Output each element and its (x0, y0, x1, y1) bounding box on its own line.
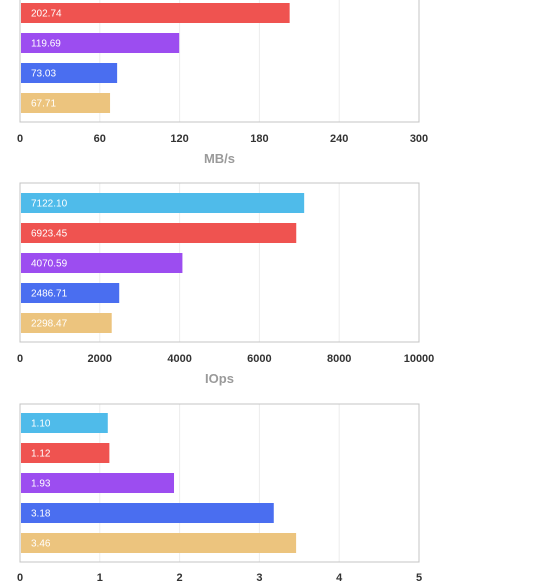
bar-value-label: 7122.10 (31, 199, 68, 210)
bar (21, 33, 180, 53)
x-axis-label: MB/s (204, 151, 235, 166)
bar-value-label: 202.74 (31, 9, 62, 20)
x-tick-label: 240 (330, 133, 348, 145)
bar (21, 413, 108, 433)
bar (21, 93, 111, 113)
x-tick-label: 300 (410, 133, 428, 145)
x-tick-label: 0 (17, 133, 23, 145)
bar (21, 63, 118, 83)
chart-3: 1.10 1.12 1.93 3.18 3.46 0 1 2 3 4 5 (17, 403, 422, 584)
bar (21, 223, 297, 243)
x-tick-label: 10000 (404, 353, 435, 365)
bar-value-label: 1.12 (31, 449, 51, 460)
bar-value-label: 1.93 (31, 479, 51, 490)
x-tick-label: 180 (250, 133, 268, 145)
plot-frame (19, 403, 420, 563)
x-tick-label: 5 (416, 572, 422, 584)
bar (21, 313, 112, 333)
x-tick-label: 0 (17, 353, 23, 365)
bar-value-label: 3.46 (31, 539, 51, 550)
chart-2: 7122.10 6923.45 4070.59 2486.71 2298.47 0 2000… (17, 182, 435, 386)
bar (21, 3, 290, 23)
plot-frame (19, 182, 420, 343)
x-tick-label: 60 (94, 133, 106, 145)
chart-1: 202.74 119.69 73.03 67.71 0 60 120 180 240 300 MB/… (17, 0, 428, 166)
bar (21, 443, 110, 463)
x-tick-label: 4000 (167, 353, 191, 365)
bar-value-label: 2298.47 (31, 319, 68, 330)
x-tick-label: 4 (336, 572, 343, 584)
bar-value-label: 6923.45 (31, 229, 68, 240)
x-tick-label: 6000 (247, 353, 271, 365)
bar (21, 283, 120, 303)
x-tick-label: 3 (256, 572, 262, 584)
bar-value-label: 1.10 (31, 419, 51, 430)
bar (21, 193, 305, 213)
bar (21, 473, 175, 493)
x-axis-label: IOps (205, 371, 234, 386)
bar-value-label: 67.71 (31, 99, 56, 110)
x-tick-label: 0 (17, 572, 23, 584)
plot-frame (19, 0, 420, 123)
x-tick-label: 120 (170, 133, 188, 145)
bar-value-label: 2486.71 (31, 289, 68, 300)
x-tick-label: 1 (97, 572, 103, 584)
bar (21, 503, 274, 523)
x-tick-label: 2000 (88, 353, 112, 365)
bar-value-label: 3.18 (31, 509, 51, 520)
bar-value-label: 4070.59 (31, 259, 68, 270)
bar (21, 533, 297, 553)
bar-value-label: 119.69 (31, 39, 61, 50)
x-tick-label: 8000 (327, 353, 351, 365)
bar (21, 253, 183, 273)
bar-value-label: 73.03 (31, 69, 56, 80)
x-tick-label: 2 (177, 572, 183, 584)
